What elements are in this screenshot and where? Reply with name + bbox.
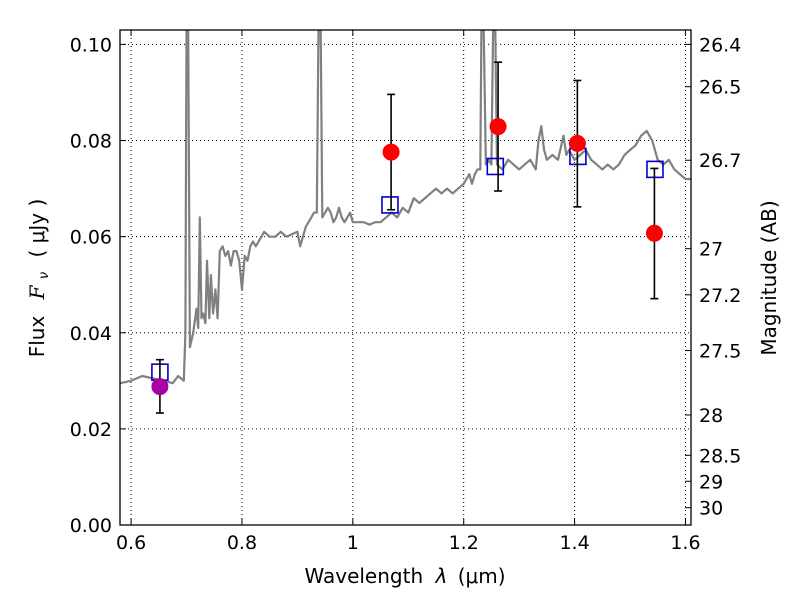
y2-tick-label: 27.2 — [699, 285, 741, 307]
x-tick-label: 0.8 — [227, 532, 257, 554]
y-tick-label: 0.00 — [70, 515, 112, 537]
y-axis-title-unit: ( μJy ) — [25, 199, 49, 258]
data-point — [568, 134, 586, 152]
y-axis-title-symbol: F — [25, 284, 49, 300]
x-tick-label: 0.6 — [116, 532, 146, 554]
model-square — [486, 157, 505, 176]
y2-tick-label: 29 — [699, 471, 723, 493]
x-tick-label: 1.6 — [670, 532, 700, 554]
x-axis-title-symbol: λ — [435, 564, 448, 588]
x-tick-label: 1.4 — [559, 532, 589, 554]
ticks: 0.6 0.8 1 1.2 1.4 1.6 0.00 0.02 0.04 0.06 0.08 0.10… — [70, 30, 741, 554]
y-axis-title-subscript: ν — [37, 272, 52, 279]
y-tick-label: 0.10 — [70, 34, 112, 56]
plot-frame — [119, 29, 692, 526]
data-point — [645, 224, 663, 242]
spectrum-line — [120, 30, 691, 385]
x-axis-title: Wavelength λ (μm) — [304, 564, 505, 588]
y-tick-label: 0.04 — [70, 323, 112, 345]
y2-tick-label: 28.5 — [699, 445, 741, 467]
y2-tick-label: 27.5 — [699, 341, 741, 363]
y-axis-title: Flux F ν ( μJy ) — [25, 199, 53, 358]
y2-axis-title: Magnitude (AB) — [757, 200, 781, 355]
series-layer — [120, 30, 691, 385]
x-axis-title-unit: (μm) — [458, 564, 506, 588]
y2-tick-label: 28 — [699, 405, 723, 427]
y2-tick-label: 26.5 — [699, 77, 741, 99]
x-tick-label: 1.2 — [449, 532, 479, 554]
y2-tick-label: 27 — [699, 239, 723, 261]
marker-layer — [151, 61, 664, 414]
data-point — [151, 378, 169, 396]
model-square — [381, 196, 399, 214]
grid — [120, 30, 691, 526]
y-tick-label: 0.02 — [70, 419, 112, 441]
y-tick-label: 0.08 — [70, 131, 112, 153]
y-axis-title-prefix: Flux — [25, 316, 49, 358]
y-tick-label: 0.06 — [70, 227, 112, 249]
y2-tick-label: 26.4 — [699, 34, 741, 56]
x-axis-title-prefix: Wavelength — [304, 564, 423, 588]
data-point — [489, 118, 507, 136]
y2-tick-label: 26.7 — [699, 150, 741, 172]
y2-tick-label: 30 — [699, 498, 723, 520]
data-point — [382, 143, 400, 161]
x-tick-label: 1 — [347, 532, 359, 554]
